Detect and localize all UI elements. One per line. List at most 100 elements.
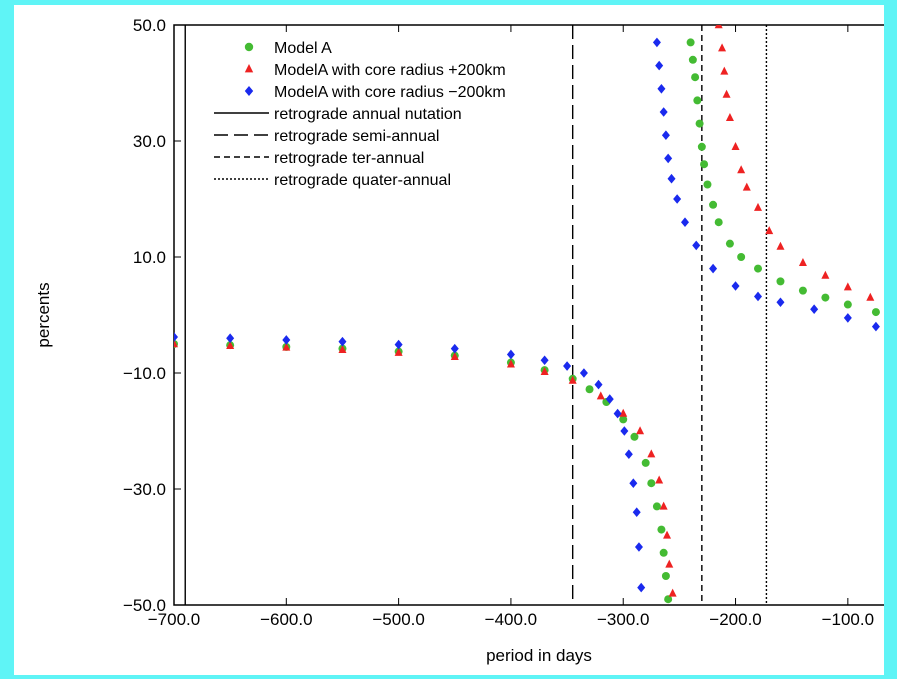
data-point bbox=[641, 458, 650, 467]
data-point bbox=[663, 530, 672, 539]
data-point bbox=[579, 368, 588, 378]
data-point bbox=[652, 502, 661, 511]
data-point bbox=[714, 218, 723, 227]
data-point bbox=[695, 119, 704, 128]
data-point bbox=[665, 559, 674, 568]
data-point bbox=[636, 426, 645, 435]
data-point bbox=[765, 226, 774, 235]
data-point bbox=[664, 595, 673, 604]
data-point bbox=[709, 263, 718, 274]
data-point bbox=[585, 385, 594, 394]
data-point bbox=[624, 449, 633, 459]
data-point bbox=[661, 130, 670, 140]
series-triangle bbox=[174, 25, 875, 597]
data-point bbox=[693, 96, 702, 105]
data-point bbox=[540, 367, 549, 376]
x-tick-labels: −700.0 −600.0 −500.0 −400.0 −300.0 −200.0 −100… bbox=[148, 610, 874, 629]
data-point bbox=[594, 379, 603, 390]
data-point bbox=[394, 347, 403, 356]
data-point bbox=[596, 391, 605, 400]
y-tick-label: 50.0 bbox=[133, 16, 166, 35]
data-point bbox=[754, 291, 762, 302]
data-point bbox=[659, 548, 668, 557]
data-point bbox=[692, 240, 701, 251]
data-point bbox=[821, 270, 830, 279]
data-point bbox=[681, 217, 689, 227]
data-point bbox=[776, 241, 785, 250]
data-point bbox=[725, 239, 734, 248]
data-point bbox=[619, 415, 628, 424]
legend: Model A ModelA with core radius +200km Mod… bbox=[214, 40, 506, 189]
data-point bbox=[174, 332, 178, 342]
x-tick-label: −300.0 bbox=[597, 610, 649, 629]
legend-label: retrograde semi-annual bbox=[274, 128, 439, 145]
data-point bbox=[731, 281, 740, 291]
data-point bbox=[821, 293, 830, 302]
y-tick-labels: −50.0 −30.0 −10.0 10.0 30.0 50.0 bbox=[123, 16, 166, 615]
data-point bbox=[450, 343, 459, 354]
legend-label: retrograde annual nutation bbox=[274, 106, 462, 123]
data-point bbox=[657, 525, 666, 534]
plot-panel: −700.0 −600.0 −500.0 −400.0 −300.0 −200.0 −100… bbox=[14, 5, 884, 675]
plot-frame bbox=[173, 24, 884, 606]
data-point bbox=[709, 200, 718, 209]
data-point bbox=[634, 542, 643, 552]
x-tick-label: −100.0 bbox=[822, 610, 874, 629]
data-point bbox=[620, 426, 629, 436]
data-point bbox=[506, 349, 515, 360]
data-point bbox=[725, 113, 734, 121]
data-point bbox=[619, 408, 628, 417]
legend-label: Model A bbox=[274, 40, 332, 57]
legend-marker bbox=[244, 42, 254, 52]
data-point bbox=[338, 345, 347, 353]
data-point bbox=[866, 292, 875, 301]
data-point bbox=[394, 339, 403, 350]
data-point bbox=[754, 202, 762, 211]
data-point bbox=[450, 351, 459, 360]
data-point bbox=[563, 361, 572, 371]
data-point bbox=[659, 501, 668, 510]
data-point bbox=[540, 355, 549, 366]
series-diamond bbox=[174, 37, 880, 593]
x-tick-label: −600.0 bbox=[260, 610, 312, 629]
x-axis-label: period in days bbox=[486, 646, 592, 665]
data-point bbox=[655, 60, 664, 71]
data-point bbox=[722, 89, 731, 98]
data-point bbox=[668, 588, 677, 597]
legend-label: ModelA with core radius −200km bbox=[274, 84, 506, 101]
data-point bbox=[776, 277, 785, 286]
data-point bbox=[659, 107, 668, 117]
y-tick-label: −10.0 bbox=[123, 364, 166, 383]
tick-marks bbox=[173, 24, 849, 606]
y-tick-label: 30.0 bbox=[133, 132, 166, 151]
legend-label: ModelA with core radius +200km bbox=[274, 62, 506, 79]
data-point bbox=[661, 572, 670, 580]
data-point bbox=[637, 582, 646, 593]
data-point bbox=[338, 336, 347, 347]
data-point bbox=[226, 340, 235, 349]
data-point bbox=[226, 333, 235, 343]
data-point bbox=[754, 264, 762, 273]
data-point bbox=[843, 313, 852, 323]
data-point bbox=[568, 375, 577, 384]
data-point bbox=[647, 479, 656, 488]
data-point bbox=[506, 359, 515, 368]
data-point bbox=[737, 165, 746, 174]
data-point bbox=[703, 180, 712, 189]
data-point bbox=[686, 38, 695, 47]
data-point bbox=[630, 432, 639, 441]
data-point bbox=[843, 282, 852, 291]
data-point bbox=[871, 321, 880, 332]
reference-lines bbox=[184, 25, 768, 605]
data-point bbox=[737, 253, 746, 261]
data-point bbox=[632, 507, 641, 517]
data-point bbox=[798, 258, 807, 266]
y-tick-label: 10.0 bbox=[133, 248, 166, 267]
legend-label: retrograde ter-annual bbox=[274, 150, 424, 167]
data-point bbox=[871, 308, 880, 317]
y-axis-label: percents bbox=[34, 282, 53, 347]
data-point bbox=[174, 339, 178, 348]
y-tick-label: −30.0 bbox=[123, 480, 166, 499]
data-point bbox=[673, 194, 682, 204]
legend-marker bbox=[244, 85, 254, 97]
